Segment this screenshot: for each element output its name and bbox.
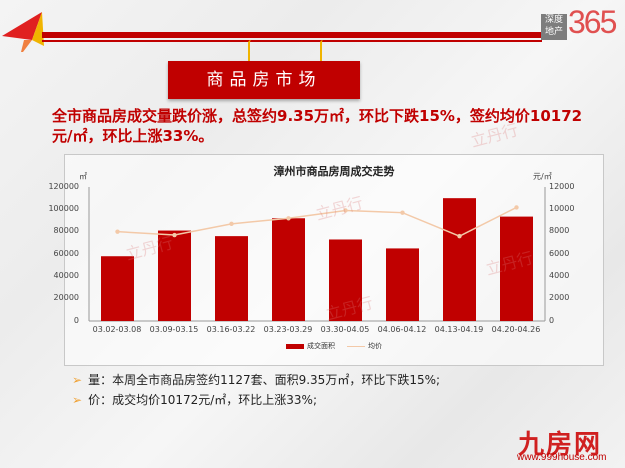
y-tick: 100000 xyxy=(48,204,79,213)
y-tick: 80000 xyxy=(53,226,79,235)
x-tick: 03.30-04.05 xyxy=(320,325,370,334)
paper-plane-icon xyxy=(2,12,44,52)
x-tick: 04.20-04.26 xyxy=(491,325,541,334)
hanger-hook-icon xyxy=(248,40,256,68)
y2-tick: 2000 xyxy=(549,293,570,302)
y2-tick: 10000 xyxy=(549,204,575,213)
hanger-hook-icon xyxy=(320,40,328,68)
y2-tick: 8000 xyxy=(549,226,570,235)
bullet-list: ➢ 量：本周全市商品房签约1127套、面积9.35万㎡，环比下跌15%; ➢ 价：成… xyxy=(72,370,440,410)
legend-line-label: 均价 xyxy=(368,342,382,350)
brand-logo-number: 365 xyxy=(568,4,617,40)
line-point xyxy=(172,232,177,238)
bullet-text: 量：本周全市商品房签约1127套、面积9.35万㎡，环比下跌15%; xyxy=(88,373,441,387)
line-point xyxy=(343,208,348,213)
right-axis-unit: 元/㎡ xyxy=(533,172,552,181)
bullet-text: 价：成交均价10172元/㎡，环比上涨33%; xyxy=(88,393,317,407)
line-point xyxy=(115,229,120,234)
chart-bar xyxy=(215,236,248,321)
left-axis-unit: ㎡ xyxy=(79,172,87,181)
y-tick: 0 xyxy=(73,316,79,325)
bullet-arrow-icon: ➢ xyxy=(72,393,83,407)
headline-summary: 全市商品房成交量跌价涨，总签约9.35万㎡，环比下跌15%，签约均价10172元… xyxy=(52,107,583,145)
y2-tick: 6000 xyxy=(549,249,570,258)
legend-line-swatch xyxy=(347,345,365,347)
x-tick: 03.23-03.29 xyxy=(263,325,313,334)
x-tick: 04.13-04.19 xyxy=(434,325,484,334)
bullet-item: ➢ 量：本周全市商品房签约1127套、面积9.35万㎡，环比下跌15%; xyxy=(72,370,440,390)
y-tick: 40000 xyxy=(53,271,79,280)
x-tick: 03.09-03.15 xyxy=(149,325,199,334)
line-point xyxy=(400,210,405,215)
line-point xyxy=(286,216,291,221)
legend-bar-label: 成交面积 xyxy=(307,342,335,350)
line-point xyxy=(514,205,519,210)
jiufang-logo: 九房网 xyxy=(518,430,603,460)
line-point xyxy=(457,233,462,239)
chart-bar xyxy=(329,239,362,321)
chart-plot xyxy=(88,187,546,322)
chart-title: 漳州市商品房周成交走势 xyxy=(273,165,395,178)
y2-tick: 4000 xyxy=(549,271,570,280)
x-tick: 04.06-04.12 xyxy=(377,325,427,334)
chart-legend: 成交面积 均价 xyxy=(65,341,603,351)
chart-bar xyxy=(500,216,533,321)
chart-bar xyxy=(272,218,305,321)
bullet-arrow-icon: ➢ xyxy=(72,373,83,387)
y2-tick: 0 xyxy=(549,316,555,325)
y-tick: 120000 xyxy=(48,182,79,191)
x-tick: 03.16-03.22 xyxy=(206,325,256,334)
section-banner: 商品房市场 xyxy=(168,61,360,99)
line-point xyxy=(229,221,234,227)
jiufang-url: www.999house.com xyxy=(517,452,607,463)
chart-bar xyxy=(386,248,419,321)
legend-bar-swatch xyxy=(286,343,304,349)
y2-tick: 12000 xyxy=(549,182,575,191)
header-rule-thin xyxy=(42,40,542,42)
logo-text-1: 深度 xyxy=(544,15,563,25)
chart-bar xyxy=(101,256,134,321)
y-tick: 60000 xyxy=(53,249,79,258)
chart-container: 漳州市商品房周成交走势 ㎡ 元/㎡ 120000 100000 80000 60… xyxy=(48,154,604,366)
bullet-item: ➢ 价：成交均价10172元/㎡，环比上涨33%; xyxy=(72,390,440,410)
brand-logo-box: 深度 地产 xyxy=(541,14,567,40)
y-tick: 20000 xyxy=(53,293,79,302)
chart-bar xyxy=(158,230,191,321)
logo-text-2: 地产 xyxy=(544,27,563,37)
header-rule xyxy=(42,32,542,38)
chart-bar xyxy=(443,198,476,321)
x-tick: 03.02-03.08 xyxy=(92,325,142,334)
